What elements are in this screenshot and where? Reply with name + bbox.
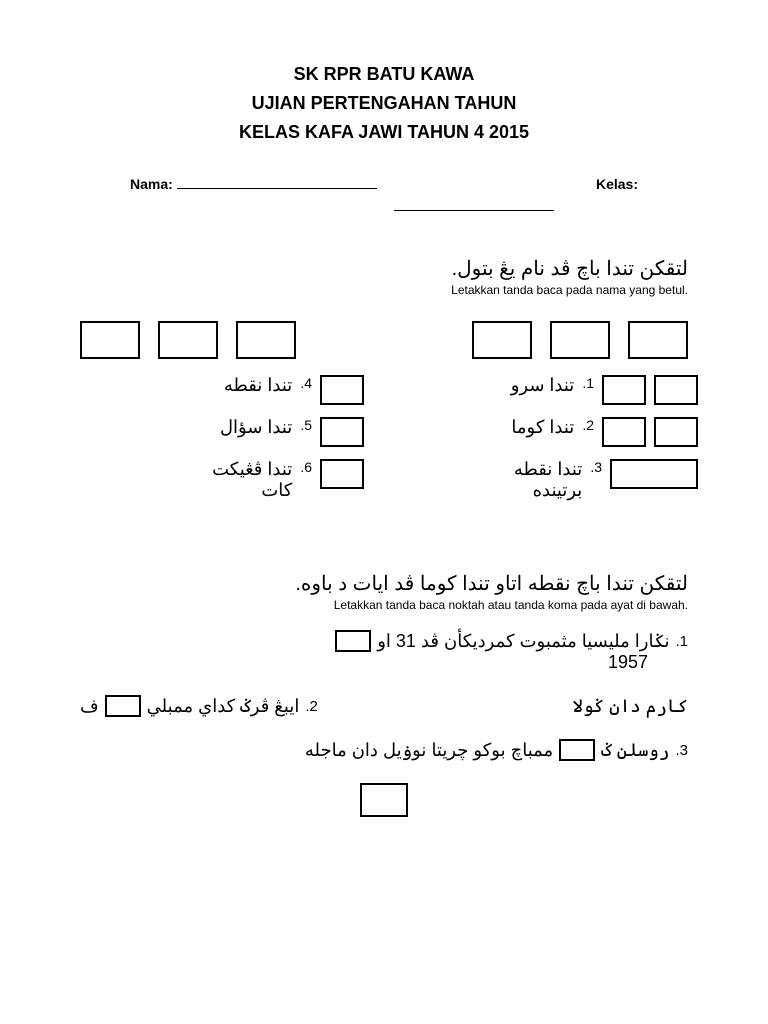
answer-box <box>360 783 408 817</box>
document-header: SK RPR BATU KAWA UJIAN PERTENGAHAN TAHUN… <box>70 60 698 146</box>
question-item: تندا سؤال .5 <box>70 417 364 447</box>
question-text: تندا نقطه <box>462 459 582 480</box>
answer-box <box>654 375 698 405</box>
answer-box <box>320 459 364 489</box>
sentence-post: ايبڠ ڤرݢ کداي ممبلي <box>147 696 300 717</box>
sentence-number: .3 <box>675 742 688 759</box>
top-boxes-left <box>80 321 296 359</box>
question-text-2: کات <box>172 480 292 501</box>
kelas-blank <box>394 210 554 211</box>
answer-box <box>628 321 688 359</box>
sentence-number: .1 <box>675 633 688 650</box>
question-item: تندا کوما .2 <box>404 417 698 447</box>
sentence-line: .1 نݢارا مليسيا مثمبوت کمرديکأن ڤد 31 او <box>335 630 688 652</box>
section2-instruction: لتقکن تندا باچ نقطه اتاو تندا کوما ڤد اي… <box>70 571 698 612</box>
sentence-mid: ف <box>80 696 99 717</box>
question-item: تندا ڤڠيکت کات .6 <box>70 459 364 501</box>
answer-box <box>158 321 218 359</box>
sentence-line: کارم دان ݢولا .2 ايبڠ ڤرݢ کداي ممبلي ف <box>80 695 688 717</box>
section1-latin: Letakkan tanda baca pada nama yang betul… <box>70 283 688 297</box>
question-number: .1 <box>582 375 594 391</box>
kelas-blank-row <box>70 198 698 216</box>
section2-jawi: لتقکن تندا باچ نقطه اتاو تندا کوما ڤد اي… <box>70 571 688 596</box>
top-answer-boxes <box>80 321 688 359</box>
answer-box <box>602 375 646 405</box>
question-number: .3 <box>590 459 602 475</box>
nama-field: Nama: <box>130 176 377 192</box>
blank-box <box>559 739 595 761</box>
footer-box <box>70 783 698 822</box>
question-number: .6 <box>300 459 312 475</box>
sentence-pre: کارم دان ݢولا <box>573 696 688 717</box>
sentence-row: کارم دان ݢولا .2 ايبڠ ڤرݢ کداي ممبلي ف <box>80 695 688 717</box>
sentence-row: .3 روسلن ݢ ممباچ بوکو چريتا نوۏيل دان ما… <box>80 739 688 761</box>
sentence-text: نݢارا مليسيا مثمبوت کمرديکأن ڤد 31 او <box>377 631 669 652</box>
header-line-2: UJIAN PERTENGAHAN TAHUN <box>70 89 698 118</box>
sentence-pre: ممباچ بوکو چريتا نوۏيل دان ماجله <box>305 740 553 761</box>
question-col-left: تندا نقطه .4 تندا سؤال .5 تندا ڤڠيکت کات… <box>70 375 364 501</box>
question-text: تندا ڤڠيکت <box>172 459 292 480</box>
question-col-right: تندا سرو .1 تندا کوما .2 تندا نقطه برتين… <box>404 375 698 501</box>
header-line-3: KELAS KAFA JAWI TAHUN 4 2015 <box>70 118 698 147</box>
nama-blank <box>177 188 377 189</box>
blank-box <box>335 630 371 652</box>
question-number: .5 <box>300 417 312 433</box>
sentence-number: .2 <box>305 698 318 715</box>
sentence-year: 1957 <box>608 652 648 673</box>
question-text: تندا نقطه <box>172 375 292 396</box>
section1-jawi: لتقکن تندا باچ ڤد نام يڠ بتول. <box>70 256 688 281</box>
answer-box <box>320 375 364 405</box>
question-number: .2 <box>582 417 594 433</box>
answer-box <box>80 321 140 359</box>
section1-instruction: لتقکن تندا باچ ڤد نام يڠ بتول. Letakkan … <box>70 256 698 297</box>
answer-box <box>472 321 532 359</box>
sentence-row: .1 نݢارا مليسيا مثمبوت کمرديکأن ڤد 31 او… <box>80 630 688 673</box>
question-number: .4 <box>300 375 312 391</box>
sentence-line-2: 1957 <box>80 652 688 673</box>
section2-latin: Letakkan tanda baca noktah atau tanda ko… <box>70 598 688 612</box>
question-text: تندا سؤال <box>172 417 292 438</box>
question-item: تندا نقطه .4 <box>70 375 364 405</box>
answer-box <box>654 417 698 447</box>
sentence-post: روسلن ݢ <box>601 740 669 761</box>
question-item: تندا نقطه برتينده .3 <box>404 459 698 501</box>
question-grid: تندا نقطه .4 تندا سؤال .5 تندا ڤڠيکت کات… <box>70 375 698 501</box>
question-item: تندا سرو .1 <box>404 375 698 405</box>
sentences-block: .1 نݢارا مليسيا مثمبوت کمرديکأن ڤد 31 او… <box>70 630 698 761</box>
answer-box <box>610 459 698 489</box>
question-text: تندا کوما <box>454 417 574 438</box>
question-text-2: برتينده <box>462 480 582 501</box>
answer-box <box>602 417 646 447</box>
answer-box <box>236 321 296 359</box>
top-boxes-right <box>472 321 688 359</box>
answer-box <box>320 417 364 447</box>
nama-label: Nama: <box>130 176 173 192</box>
blank-box <box>105 695 141 717</box>
name-kelas-row: Nama: Kelas: <box>130 176 638 192</box>
question-text: تندا سرو <box>454 375 574 396</box>
kelas-label: Kelas: <box>596 176 638 192</box>
answer-box <box>550 321 610 359</box>
sentence-line: .3 روسلن ݢ ممباچ بوکو چريتا نوۏيل دان ما… <box>305 739 688 761</box>
header-line-1: SK RPR BATU KAWA <box>70 60 698 89</box>
